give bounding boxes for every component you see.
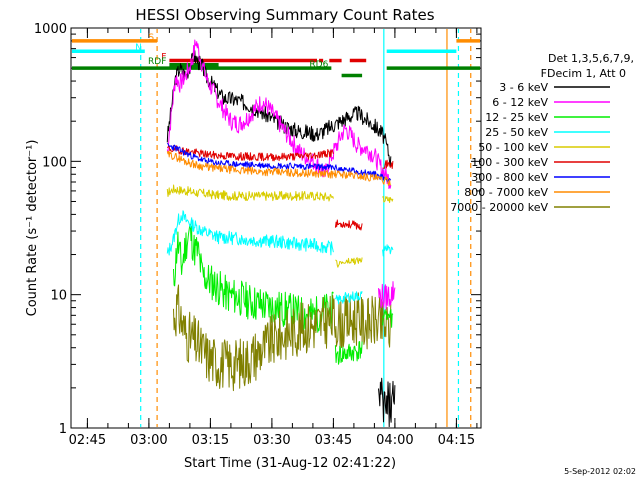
segment-50-100-kev — [382, 195, 394, 203]
x-tick-label: 03:15 — [192, 433, 229, 448]
legend-label-100-300-kev: 100 - 300 keV — [471, 156, 548, 169]
x-tick-label: 03:45 — [315, 433, 352, 448]
legend-label-3-6-kev: 3 - 6 keV — [499, 81, 548, 94]
y-axis-label: Count Rate (s⁻¹ detector⁻¹) — [25, 140, 40, 317]
x-axis-label: Start Time (31-Aug-12 02:41:22) — [184, 456, 396, 471]
segment-100-300-kev — [334, 219, 363, 231]
series-12-25-kev — [173, 223, 334, 333]
plot-frame — [70, 27, 482, 429]
y-tick-label: 1 — [59, 422, 67, 437]
y-tick-label: 10 — [50, 289, 67, 304]
legend-label-7000-20000-kev: 7000 - 20000 keV — [450, 201, 548, 214]
chart-title: HESSI Observing Summary Count Rates — [135, 6, 434, 24]
status-bar-label-rd6: RD6 — [309, 60, 328, 70]
segment-100-300-kev — [382, 159, 394, 169]
legend-label-800-7000-kev: 800 - 7000 keV — [464, 186, 548, 199]
series-50-100-kev — [166, 184, 334, 202]
x-tick-label: 04:15 — [438, 433, 475, 448]
series-100-300-kev — [167, 145, 334, 162]
x-tick-label: 02:45 — [69, 433, 106, 448]
series-800-7000-kev — [166, 150, 392, 186]
legend-label-6-12-kev: 6 - 12 keV — [492, 96, 548, 109]
segment-50-100-kev — [335, 257, 363, 268]
legend-label-25-50-kev: 25 - 50 keV — [485, 126, 548, 139]
y-tick-label: 100 — [42, 155, 67, 170]
corner-stamp: 5-Sep-2012 02:02 — [564, 467, 636, 476]
segment-12-25-kev — [382, 309, 394, 328]
segment-6-12-kev — [378, 281, 396, 310]
segment-3-6-kev — [378, 377, 396, 427]
y-tick-label: 1000 — [34, 22, 67, 37]
data-layer — [72, 29, 480, 427]
status-bar-label-s: S — [148, 33, 154, 43]
status-bar-label-rdf: RDF — [148, 57, 166, 67]
legend-label-300-800-kev: 300 - 800 keV — [471, 171, 548, 184]
legend-label-50-100-kev: 50 - 100 keV — [478, 141, 548, 154]
x-tick-label: 03:30 — [253, 433, 290, 448]
segment-12-25-kev — [334, 341, 363, 365]
series-300-800-kev — [166, 142, 392, 183]
x-tick-label: 04:00 — [376, 433, 413, 448]
series-25-50-kev — [166, 210, 334, 256]
x-tick-label: 03:00 — [130, 433, 167, 448]
series-6-12-kev — [166, 39, 392, 189]
status-bar-label-n: N — [135, 43, 142, 53]
legend-header-line-1: Det 1,3,5,6,7,9, — [548, 52, 634, 65]
segment-25-50-kev — [334, 291, 363, 305]
legend-header-line-2: FDecim 1, Att 0 — [541, 67, 626, 80]
legend-label-12-25-kev: 12 - 25 keV — [485, 111, 548, 124]
segment-25-50-kev — [382, 244, 394, 257]
status-bar-label-f: F — [161, 53, 166, 63]
